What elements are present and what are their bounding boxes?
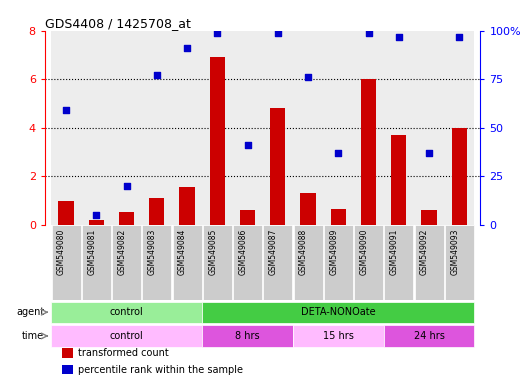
Bar bbox=[81, 31, 111, 225]
Bar bbox=[172, 31, 202, 225]
Text: time: time bbox=[22, 331, 44, 341]
Point bbox=[122, 183, 131, 189]
Point bbox=[425, 150, 433, 156]
FancyBboxPatch shape bbox=[294, 225, 323, 300]
Point bbox=[92, 212, 100, 218]
FancyBboxPatch shape bbox=[263, 225, 293, 300]
FancyBboxPatch shape bbox=[142, 225, 171, 300]
Point bbox=[62, 107, 70, 113]
Point bbox=[455, 33, 464, 40]
Bar bbox=[353, 31, 384, 225]
Text: GDS4408 / 1425708_at: GDS4408 / 1425708_at bbox=[45, 17, 191, 30]
Text: GSM549087: GSM549087 bbox=[269, 228, 278, 275]
FancyBboxPatch shape bbox=[52, 225, 81, 300]
Bar bbox=[142, 31, 172, 225]
Bar bbox=[331, 209, 346, 225]
FancyBboxPatch shape bbox=[293, 325, 384, 347]
Text: GSM549081: GSM549081 bbox=[87, 228, 96, 275]
FancyBboxPatch shape bbox=[82, 225, 111, 300]
Text: GSM549084: GSM549084 bbox=[178, 228, 187, 275]
Text: GSM549092: GSM549092 bbox=[420, 228, 429, 275]
Bar bbox=[202, 31, 232, 225]
Bar bbox=[300, 193, 316, 225]
Bar bbox=[210, 58, 225, 225]
Point bbox=[394, 33, 403, 40]
Text: transformed count: transformed count bbox=[78, 348, 168, 358]
Bar bbox=[323, 31, 353, 225]
Point bbox=[213, 30, 222, 36]
Point bbox=[153, 72, 161, 78]
Text: GSM549086: GSM549086 bbox=[239, 228, 248, 275]
Bar bbox=[240, 210, 255, 225]
Point bbox=[274, 30, 282, 36]
Point bbox=[183, 45, 191, 51]
FancyBboxPatch shape bbox=[445, 225, 474, 300]
Text: GSM549093: GSM549093 bbox=[450, 228, 459, 275]
Text: control: control bbox=[110, 331, 144, 341]
Bar bbox=[452, 128, 467, 225]
FancyBboxPatch shape bbox=[51, 301, 202, 323]
Bar bbox=[384, 31, 414, 225]
Point bbox=[364, 30, 373, 36]
Bar bbox=[391, 135, 407, 225]
Bar bbox=[62, 365, 73, 374]
Text: 24 hrs: 24 hrs bbox=[413, 331, 445, 341]
Text: GSM549082: GSM549082 bbox=[118, 228, 127, 275]
Text: GSM549090: GSM549090 bbox=[360, 228, 369, 275]
Point bbox=[304, 74, 312, 80]
Bar bbox=[232, 31, 263, 225]
Bar bbox=[111, 31, 142, 225]
Bar bbox=[444, 31, 475, 225]
Text: GSM549085: GSM549085 bbox=[209, 228, 218, 275]
Point bbox=[334, 150, 343, 156]
Text: 15 hrs: 15 hrs bbox=[323, 331, 354, 341]
Bar bbox=[89, 220, 104, 225]
Text: GSM549083: GSM549083 bbox=[148, 228, 157, 275]
FancyBboxPatch shape bbox=[112, 225, 141, 300]
Bar bbox=[180, 187, 195, 225]
Bar bbox=[149, 198, 164, 225]
FancyBboxPatch shape bbox=[414, 225, 444, 300]
Bar bbox=[421, 210, 437, 225]
FancyBboxPatch shape bbox=[384, 325, 475, 347]
Text: agent: agent bbox=[16, 307, 44, 317]
Text: DETA-NONOate: DETA-NONOate bbox=[301, 307, 375, 317]
FancyBboxPatch shape bbox=[202, 325, 293, 347]
Bar bbox=[293, 31, 323, 225]
Text: GSM549080: GSM549080 bbox=[57, 228, 66, 275]
Bar bbox=[59, 200, 73, 225]
Text: GSM549088: GSM549088 bbox=[299, 228, 308, 275]
FancyBboxPatch shape bbox=[51, 325, 202, 347]
Text: percentile rank within the sample: percentile rank within the sample bbox=[78, 365, 242, 375]
Bar bbox=[361, 79, 376, 225]
Bar bbox=[119, 212, 134, 225]
FancyBboxPatch shape bbox=[202, 301, 475, 323]
Text: 8 hrs: 8 hrs bbox=[235, 331, 260, 341]
Bar bbox=[270, 108, 285, 225]
FancyBboxPatch shape bbox=[384, 225, 413, 300]
Text: GSM549089: GSM549089 bbox=[329, 228, 338, 275]
Text: GSM549091: GSM549091 bbox=[390, 228, 399, 275]
Bar bbox=[263, 31, 293, 225]
Text: control: control bbox=[110, 307, 144, 317]
FancyBboxPatch shape bbox=[233, 225, 262, 300]
FancyBboxPatch shape bbox=[354, 225, 383, 300]
FancyBboxPatch shape bbox=[324, 225, 353, 300]
FancyBboxPatch shape bbox=[203, 225, 232, 300]
Point bbox=[243, 142, 252, 148]
FancyBboxPatch shape bbox=[173, 225, 202, 300]
Bar bbox=[414, 31, 444, 225]
Bar bbox=[51, 31, 81, 225]
Bar bbox=[62, 348, 73, 358]
